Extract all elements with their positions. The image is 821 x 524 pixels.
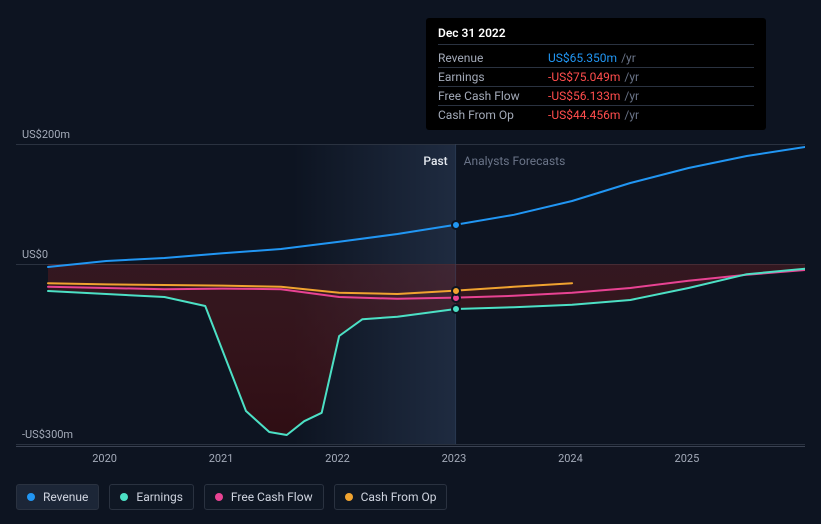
legend-dot-icon [27, 493, 35, 501]
y-axis-label: US$200m [22, 128, 70, 141]
legend-dot-icon [120, 493, 128, 501]
tooltip-suffix: /yr [624, 89, 639, 103]
negative-region-fill [48, 264, 805, 435]
legend-dot-icon [215, 493, 223, 501]
tooltip-metric: Cash From Op [438, 108, 548, 122]
legend-dot-icon [345, 493, 353, 501]
series-marker-earnings [451, 304, 461, 314]
series-line-free_cash_flow [48, 270, 805, 299]
tooltip-row: RevenueUS$65.350m/yr [438, 49, 754, 68]
tooltip-row: Free Cash Flow-US$56.133m/yr [438, 87, 754, 106]
chart-tooltip: Dec 31 2022 RevenueUS$65.350m/yrEarnings… [426, 18, 766, 130]
tooltip-suffix: /yr [624, 108, 639, 122]
tooltip-suffix: /yr [624, 70, 639, 84]
x-axis-label: 2023 [442, 452, 467, 465]
chart-legend: Revenue Earnings Free Cash Flow Cash From O… [16, 484, 447, 510]
series-marker-cash_from_op [451, 286, 461, 296]
legend-label: Cash From Op [361, 490, 437, 504]
y-axis-label: US$0 [22, 248, 48, 261]
x-axis-label: 2020 [92, 452, 117, 465]
tooltip-value: -US$75.049m [548, 70, 620, 84]
legend-item-earnings[interactable]: Earnings [109, 484, 194, 510]
grid-line [16, 264, 805, 265]
legend-label: Free Cash Flow [231, 490, 313, 504]
tooltip-metric: Earnings [438, 70, 548, 84]
tooltip-value: US$65.350m [548, 51, 617, 65]
past-region-shade [48, 144, 456, 444]
grid-line [16, 144, 805, 145]
x-axis-label: 2022 [325, 452, 350, 465]
x-axis-line [16, 446, 805, 447]
tooltip-suffix: /yr [621, 51, 636, 65]
past-label: Past [423, 154, 447, 168]
x-axis-label: 2024 [558, 452, 583, 465]
tooltip-metric: Free Cash Flow [438, 89, 548, 103]
series-line-earnings [48, 269, 805, 435]
tooltip-value: -US$44.456m [548, 108, 620, 122]
legend-label: Revenue [43, 490, 88, 504]
series-line-cash_from_op [48, 283, 572, 294]
grid-line [16, 444, 805, 445]
y-axis-label: -US$300m [22, 428, 73, 441]
tooltip-value: -US$56.133m [548, 89, 620, 103]
tooltip-metric: Revenue [438, 51, 548, 65]
legend-item-cash_from_op[interactable]: Cash From Op [334, 484, 448, 510]
series-marker-revenue [451, 220, 461, 230]
tooltip-row: Cash From Op-US$44.456m/yr [438, 106, 754, 124]
x-axis-label: 2021 [209, 452, 234, 465]
tooltip-row: Earnings-US$75.049m/yr [438, 68, 754, 87]
tooltip-date: Dec 31 2022 [438, 26, 754, 45]
legend-item-revenue[interactable]: Revenue [16, 484, 99, 510]
legend-item-free_cash_flow[interactable]: Free Cash Flow [204, 484, 324, 510]
legend-label: Earnings [136, 490, 183, 504]
forecasts-label: Analysts Forecasts [464, 154, 566, 168]
x-axis-label: 2025 [675, 452, 700, 465]
